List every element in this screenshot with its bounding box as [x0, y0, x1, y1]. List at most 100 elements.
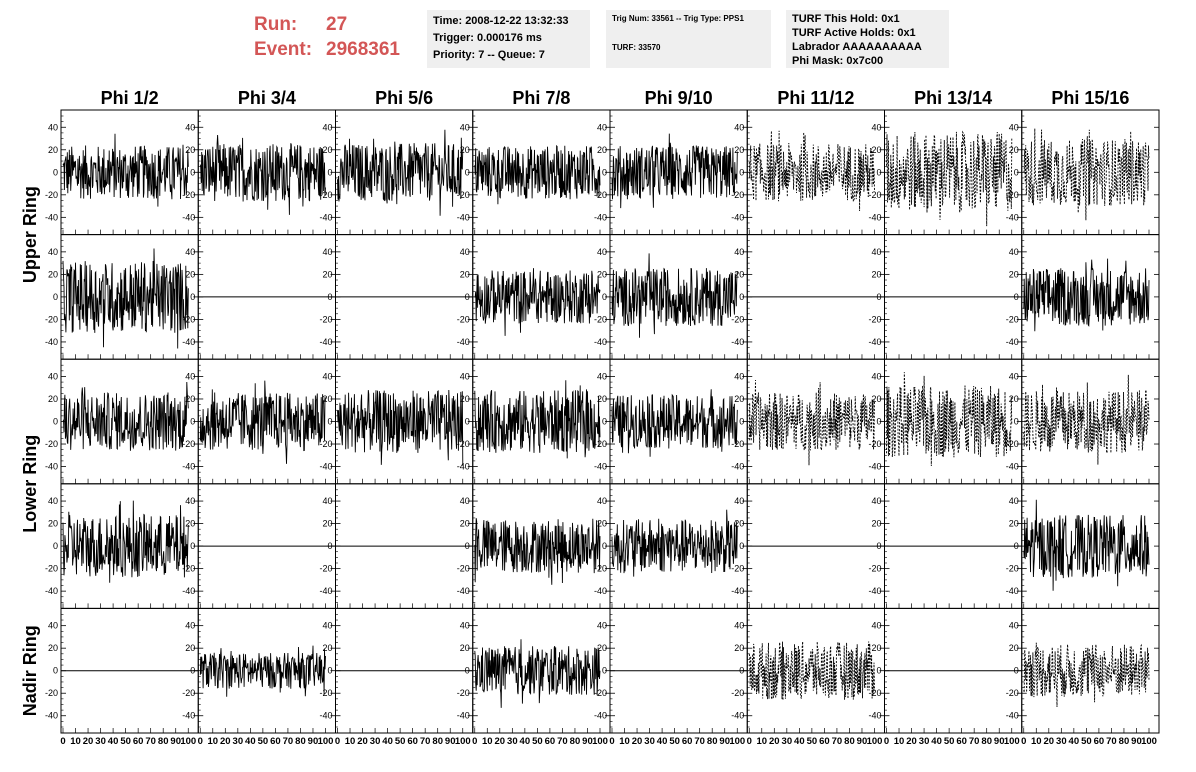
priority-text: Priority: 7 -- Queue: 7: [433, 49, 545, 61]
y-tick-label: 40: [322, 247, 332, 257]
y-tick-label: -40: [731, 462, 744, 472]
y-tick-label: 40: [871, 247, 881, 257]
x-tick-label: 30: [95, 736, 106, 747]
x-tick-label: 50: [532, 736, 543, 747]
waveform-trace: [886, 130, 1013, 227]
x-tick-label: 20: [220, 736, 231, 747]
column-title: Phi 13/14: [914, 88, 992, 108]
y-tick-label: -40: [868, 462, 881, 472]
x-tick-label: 0: [472, 736, 477, 747]
x-tick-label: 40: [108, 736, 119, 747]
x-tick-label: 70: [283, 736, 294, 747]
y-tick-label: 0: [602, 292, 607, 302]
y-tick-label: 20: [597, 643, 607, 653]
x-tick-label: 80: [707, 736, 718, 747]
y-tick-label: 20: [597, 519, 607, 529]
waveform-trace: [62, 248, 189, 349]
x-tick-label: 20: [632, 736, 643, 747]
y-tick-label: -20: [731, 688, 744, 698]
waveform-trace: [62, 500, 189, 583]
ring-label: Lower Ring: [20, 435, 40, 533]
y-tick-label: 20: [48, 269, 58, 279]
y-tick-label: -20: [1006, 439, 1019, 449]
labrador-text: Labrador AAAAAAAAAA: [792, 41, 922, 53]
y-tick-label: 20: [460, 145, 470, 155]
y-tick-label: 0: [1014, 666, 1019, 676]
y-tick-label: 40: [185, 247, 195, 257]
x-tick-label: 90: [1131, 736, 1142, 747]
turf-hold-text: TURF This Hold: 0x1: [792, 13, 900, 25]
y-tick-label: 20: [48, 145, 58, 155]
y-tick-label: 40: [734, 621, 744, 631]
y-tick-label: -40: [731, 337, 744, 347]
y-tick-label: -40: [1006, 586, 1019, 596]
y-tick-label: -20: [319, 314, 332, 324]
y-tick-label: 0: [465, 292, 470, 302]
waveform-trace: [886, 372, 1013, 467]
y-tick-label: 0: [465, 666, 470, 676]
trigger-text: Trigger: 0.000176 ms: [433, 32, 542, 44]
x-tick-label: 100: [867, 736, 883, 747]
x-tick-label: 80: [295, 736, 306, 747]
waveform-trace: [611, 509, 738, 577]
y-tick-label: -40: [182, 586, 195, 596]
y-tick-label: 0: [602, 666, 607, 676]
y-tick-label: 0: [53, 417, 58, 427]
column-title: Phi 3/4: [238, 88, 296, 108]
y-tick-label: -20: [731, 314, 744, 324]
y-tick-label: 0: [327, 541, 332, 551]
y-tick-label: -20: [457, 564, 470, 574]
y-tick-label: -20: [594, 314, 607, 324]
y-tick-label: 20: [185, 643, 195, 653]
y-tick-label: 0: [876, 167, 881, 177]
y-tick-label: 20: [460, 394, 470, 404]
y-tick-label: -40: [594, 711, 607, 721]
y-tick-label: 0: [190, 167, 195, 177]
x-tick-label: 50: [807, 736, 818, 747]
y-tick-label: 40: [871, 371, 881, 381]
y-tick-label: -20: [594, 190, 607, 200]
y-tick-label: -20: [45, 314, 58, 324]
x-tick-label: 40: [794, 736, 805, 747]
x-tick-label: 10: [207, 736, 218, 747]
waveform-trace: [337, 389, 464, 466]
time-info-box: Time: 2008-12-22 13:32:33 Trigger: 0.000…: [427, 10, 590, 68]
y-tick-label: -20: [731, 190, 744, 200]
waveform-trace: [1023, 642, 1150, 708]
x-tick-label: 0: [335, 736, 340, 747]
x-tick-label: 100: [592, 736, 608, 747]
y-tick-label: 40: [1009, 496, 1019, 506]
x-tick-label: 80: [844, 736, 855, 747]
x-tick-label: 90: [170, 736, 181, 747]
y-tick-label: -40: [731, 711, 744, 721]
y-tick-label: 40: [185, 621, 195, 631]
y-tick-label: -40: [319, 711, 332, 721]
x-tick-label: 0: [747, 736, 752, 747]
y-tick-label: 20: [48, 394, 58, 404]
y-tick-label: -40: [868, 212, 881, 222]
turf-active-text: TURF Active Holds: 0x1: [792, 27, 916, 39]
x-tick-label: 20: [83, 736, 94, 747]
y-tick-label: 40: [734, 122, 744, 132]
x-tick-label: 100: [1004, 736, 1020, 747]
waveform-trace: [474, 268, 601, 336]
run-value: 27: [326, 14, 348, 35]
x-tick-label: 50: [395, 736, 406, 747]
y-tick-label: 40: [597, 247, 607, 257]
y-tick-label: 0: [739, 167, 744, 177]
waveform-trace: [62, 381, 189, 451]
y-tick-label: -20: [731, 439, 744, 449]
y-tick-label: 40: [734, 496, 744, 506]
y-tick-label: 20: [322, 269, 332, 279]
x-tick-label: 30: [507, 736, 518, 747]
y-tick-label: -40: [1006, 711, 1019, 721]
y-tick-label: 0: [327, 666, 332, 676]
y-tick-label: 20: [871, 269, 881, 279]
y-tick-label: -20: [1006, 314, 1019, 324]
y-tick-label: 20: [48, 519, 58, 529]
y-tick-label: 20: [871, 643, 881, 653]
y-tick-label: 20: [1009, 269, 1019, 279]
y-tick-label: 40: [48, 621, 58, 631]
y-tick-label: 0: [465, 541, 470, 551]
x-tick-label: 30: [370, 736, 381, 747]
